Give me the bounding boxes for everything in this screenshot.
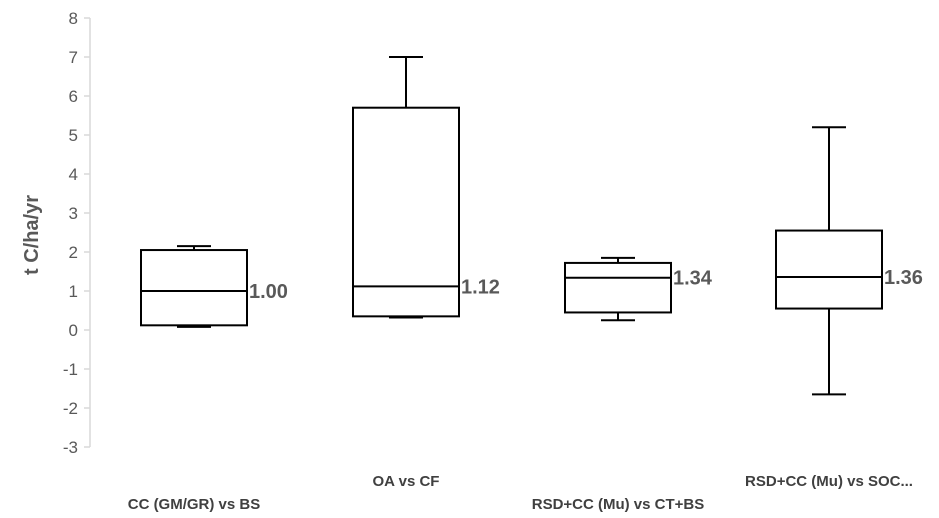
box-2: 1.12 [352,56,500,319]
category-label: RSD+CC (Mu) vs SOC... [745,473,913,490]
y-tick-label: 1 [69,282,78,301]
median-label: 1.00 [249,281,288,303]
y-tick-label: 8 [69,9,78,28]
box-4: 1.36 [775,126,923,396]
y-tick-label: 2 [69,243,78,262]
iqr-box [352,106,460,318]
median-label: 1.36 [884,267,923,289]
y-axis-label: t C/ha/yr [21,195,43,275]
median-label: 1.12 [461,276,500,298]
box-3: 1.34 [564,256,713,322]
y-tick-label: 0 [69,321,78,340]
category-label: CC (GM/GR) vs BS [128,496,261,513]
y-tick-label: -2 [63,399,78,418]
y-tick-label: -3 [63,438,78,457]
category-labels: CC (GM/GR) vs BS OA vs CF RSD+CC (Mu) vs C… [128,473,913,513]
category-label: OA vs CF [373,473,440,490]
y-tick-label: 3 [69,204,78,223]
y-tick-label: 6 [69,87,78,106]
category-label: RSD+CC (Mu) vs CT+BS [532,496,705,513]
box-1: 1.00 [140,245,288,328]
iqr-box [775,229,883,310]
boxes-group: 1.00 1.12 1.34 1.36 [140,56,923,396]
y-axis-ticks: -3 -2 -1 0 1 2 3 4 5 6 7 8 [63,9,90,457]
iqr-box [140,249,248,327]
y-tick-label: 5 [69,126,78,145]
y-tick-label: 4 [69,165,78,184]
y-tick-label: 7 [69,48,78,67]
iqr-box [564,261,672,314]
median-label: 1.34 [673,268,713,290]
y-tick-label: -1 [63,360,78,379]
